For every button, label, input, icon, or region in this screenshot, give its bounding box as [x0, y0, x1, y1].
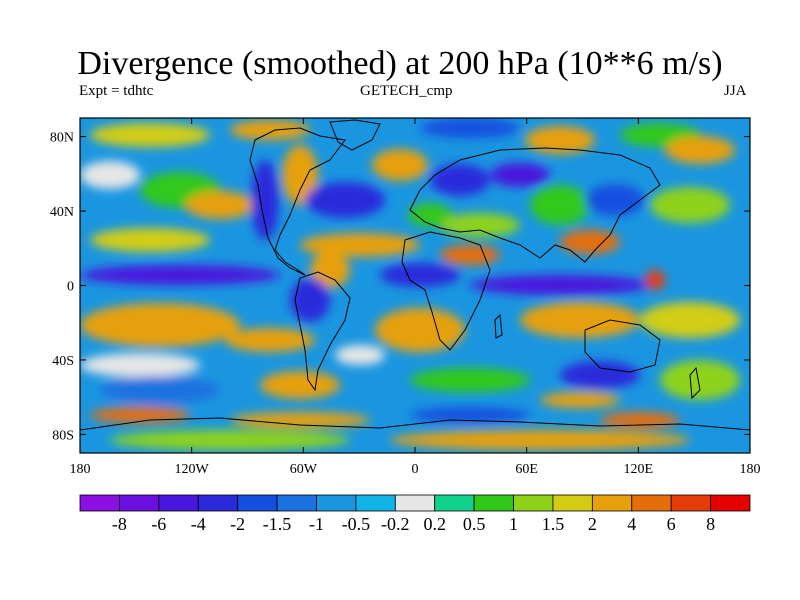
colorbar-swatch — [158, 494, 199, 512]
divergence-field — [80, 118, 750, 453]
colorbar-label: -4 — [191, 514, 206, 534]
lat-tick-label: 0 — [67, 280, 74, 295]
colorbar-swatch — [670, 494, 711, 512]
lat-tick-label: 40N — [50, 205, 74, 220]
colorbar-swatch — [197, 494, 239, 512]
colorbar-swatch — [316, 494, 357, 512]
colorbar-label: -6 — [151, 514, 166, 534]
colorbar-label: 1.5 — [542, 514, 565, 534]
colorbar-label: -1.5 — [263, 514, 292, 534]
colorbar-label: -1 — [309, 514, 324, 534]
colorbar-swatch — [394, 494, 436, 512]
lon-tick-label: 180 — [740, 462, 761, 477]
colorbar-label: 1 — [509, 514, 518, 534]
colorbar-swatch — [237, 494, 278, 512]
colorbar-label: -0.5 — [342, 514, 371, 534]
lat-tick-label: 40S — [52, 354, 74, 369]
colorbar-label: 0.2 — [423, 514, 446, 534]
colorbar-swatch — [631, 494, 672, 512]
colorbar-label: -8 — [112, 514, 127, 534]
dataset-label: GETECH_cmp — [360, 83, 453, 99]
lon-tick-label: 120W — [175, 462, 210, 477]
lon-tick-label: 60W — [290, 462, 318, 477]
experiment-label: Expt = tdhtc — [79, 83, 154, 99]
lon-tick-label: 180 — [70, 462, 91, 477]
lat-tick-label: 80S — [52, 428, 74, 443]
colorbar-swatch — [591, 494, 633, 512]
colorbar-swatch — [276, 494, 317, 512]
colorbar-label: -0.2 — [381, 514, 410, 534]
lon-tick-label: 120E — [624, 462, 654, 477]
colorbar-swatch — [552, 494, 593, 512]
lon-tick-label: 0 — [412, 462, 419, 477]
colorbar-swatch — [473, 494, 514, 512]
colorbar-label: -2 — [230, 514, 245, 534]
colorbar-swatch — [119, 494, 160, 512]
axis-ticks: 80N 40N 0 40S 80S 180 120W 60W 0 60E 120E 180 — [50, 118, 761, 477]
colorbar: -8 -6 -4 -2 -1.5 -1 -0.5 -0.2 0.2 0.5 1 1.5 2 4 6 8 — [79, 494, 751, 534]
colorbar-swatch — [79, 494, 120, 512]
coastlines — [80, 119, 750, 431]
colorbar-label: 0.5 — [463, 514, 486, 534]
colorbar-label: 4 — [627, 514, 636, 534]
season-label: JJA — [724, 83, 747, 99]
colorbar-label: 8 — [706, 514, 715, 534]
colorbar-swatch — [355, 494, 396, 512]
colorbar-label: 2 — [588, 514, 597, 534]
lon-tick-label: 60E — [515, 462, 538, 477]
map-title: Divergence (smoothed) at 200 hPa (10**6 … — [77, 45, 723, 82]
colorbar-swatch — [513, 494, 554, 512]
colorbar-swatch — [710, 494, 751, 512]
colorbar-label: 6 — [667, 514, 676, 534]
lat-tick-label: 80N — [50, 131, 74, 146]
colorbar-swatch — [434, 494, 475, 512]
